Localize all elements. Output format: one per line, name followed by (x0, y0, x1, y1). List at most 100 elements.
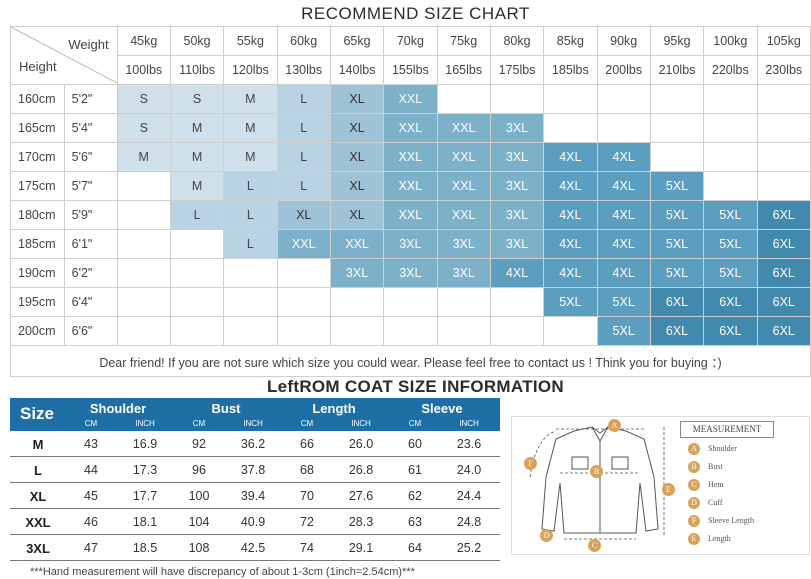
unit-inch: INCH (351, 419, 371, 428)
coat-measure-value: 37.8 (240, 463, 266, 477)
weight-kg-header: 55kg (223, 26, 278, 56)
weight-lbs-header: 200lbs (596, 55, 651, 85)
size-cell (649, 113, 705, 143)
weight-lbs-header: 155lbs (383, 55, 438, 85)
size-cell: 5XL (649, 229, 705, 259)
size-cell (169, 287, 225, 317)
size-cell: XXL (383, 200, 438, 230)
size-header: Size (20, 404, 55, 423)
height-ft: 5'7" (63, 171, 118, 201)
size-cell: 3XL (383, 258, 438, 288)
size-cell: XL (329, 200, 385, 230)
size-cell: XL (329, 142, 385, 172)
size-row: 165cm 5'4" S M M L XL XXL XXL 3XL (10, 113, 811, 143)
size-cell: L (223, 171, 278, 201)
coat-measure-value: 36.2 (240, 437, 266, 451)
size-cell (543, 316, 598, 346)
height-ft: 5'4" (63, 113, 118, 143)
size-cell: M (223, 84, 278, 114)
coat-measure-value: 39.4 (240, 489, 266, 503)
badge-c: C (588, 539, 601, 552)
size-cell (649, 142, 705, 172)
coat-measure-value: 108 (188, 541, 210, 555)
size-row: 195cm 6'4" 5XL 5XL 6XL 6XL 6XL (10, 287, 811, 317)
size-cell: XL (276, 200, 331, 230)
coat-measure-value: 17.7 (132, 489, 158, 503)
size-cell: M (116, 142, 171, 172)
size-cell (116, 287, 171, 317)
size-cell: 4XL (596, 258, 651, 288)
size-cell (223, 316, 278, 346)
size-cell: 5XL (649, 171, 705, 201)
legend-badge: C (688, 479, 700, 491)
size-cell: L (276, 142, 331, 172)
coat-size: M (32, 437, 44, 452)
height-cm: 185cm (10, 229, 65, 259)
size-cell (383, 287, 438, 317)
weight-kg-header: 90kg (596, 26, 651, 56)
badge-d: D (540, 529, 553, 542)
height-cm: 170cm (10, 142, 65, 172)
header-corner: Weight Height (10, 26, 118, 85)
size-cell: 4XL (543, 171, 598, 201)
legend-badge: F (688, 515, 700, 527)
size-cell: XXL (383, 113, 438, 143)
size-cell (489, 316, 545, 346)
size-cell (329, 316, 385, 346)
size-cell: 3XL (436, 229, 491, 259)
coat-measure-value: 62 (408, 489, 422, 503)
badge-e: E (662, 483, 675, 496)
size-cell: XXL (436, 142, 491, 172)
size-cell: XXL (329, 229, 385, 259)
coat-measure-value: 16.9 (132, 437, 158, 451)
coat-measure-value: 28.3 (348, 515, 374, 529)
size-cell: 5XL (703, 258, 758, 288)
size-cell: 4XL (596, 229, 651, 259)
coat-measure-value: 24.8 (456, 515, 482, 529)
size-cell: L (223, 229, 278, 259)
coat-measure-value: 104 (188, 515, 210, 529)
size-cell (489, 287, 545, 317)
weight-kg-header: 80kg (489, 26, 545, 56)
coat-row: M 43 16.9 92 36.2 66 26.0 60 23.6 (10, 431, 500, 457)
size-cell (116, 229, 171, 259)
size-cell (169, 229, 225, 259)
weight-label: Weight (68, 37, 109, 52)
legend-badge: E (688, 533, 700, 545)
size-cell (596, 84, 651, 114)
weight-kg-header: 50kg (169, 26, 225, 56)
weight-kg-header: 45kg (116, 26, 171, 56)
badge-f: F (524, 457, 537, 470)
weight-lbs-header: 185lbs (543, 55, 598, 85)
size-row: 170cm 5'6" M M M L XL XXL XXL 3XL 4XL 4XL (10, 142, 811, 172)
weight-lbs-header: 120lbs (223, 55, 278, 85)
size-cell: S (116, 84, 171, 114)
size-row: 160cm 5'2" S S M L XL XXL (10, 84, 811, 114)
weight-lbs-header: 100lbs (116, 55, 171, 85)
height-cm: 180cm (10, 200, 65, 230)
sleeve-header: Sleeve (421, 401, 463, 416)
size-cell: 4XL (596, 200, 651, 230)
size-cell (756, 113, 811, 143)
coat-measure-value: 27.6 (348, 489, 374, 503)
size-row: 200cm 6'6" 5XL 6XL 6XL 6XL (10, 316, 811, 346)
legend-label: Cuff (708, 498, 723, 507)
size-cell (169, 258, 225, 288)
height-label: Height (19, 59, 57, 74)
weight-lbs-header: 140lbs (329, 55, 385, 85)
size-cell (436, 84, 491, 114)
size-cell (756, 84, 811, 114)
size-cell (756, 142, 811, 172)
weight-kg-header: 60kg (276, 26, 331, 56)
weight-kg-header: 70kg (383, 26, 438, 56)
size-cell (703, 142, 758, 172)
height-ft: 5'6" (63, 142, 118, 172)
size-cell: 3XL (383, 229, 438, 259)
weight-kg-header: 95kg (649, 26, 705, 56)
size-cell: 5XL (543, 287, 598, 317)
coat-row: 3XL 47 18.5 108 42.5 74 29.1 64 25.2 (10, 535, 500, 561)
coat-measure-value: 61 (408, 463, 422, 477)
coat-row: XL 45 17.7 100 39.4 70 27.6 62 24.4 (10, 483, 500, 509)
legend-badge: A (688, 443, 700, 455)
size-cell: M (223, 113, 278, 143)
